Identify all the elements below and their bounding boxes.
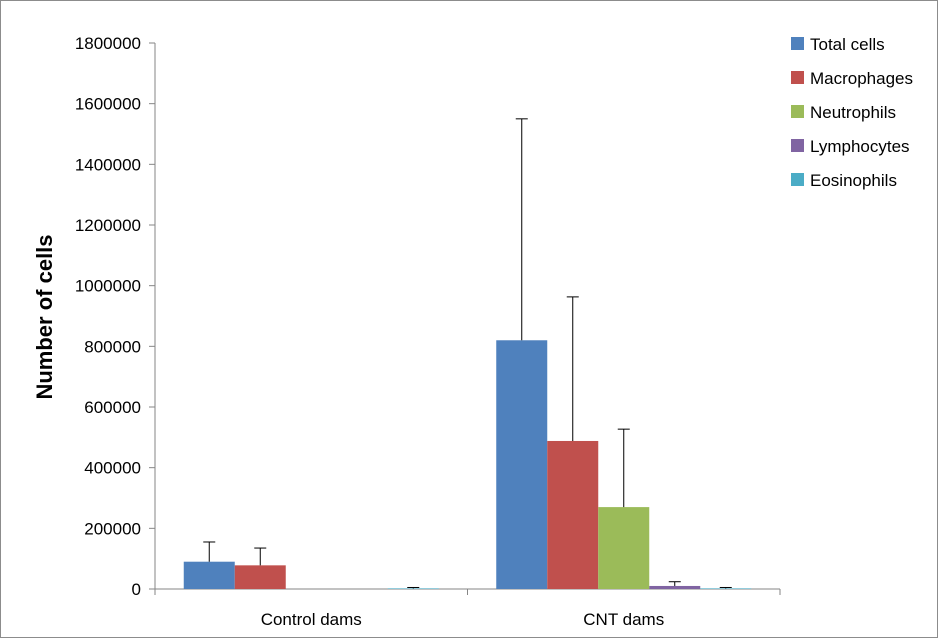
y-tick-label: 200000: [84, 519, 141, 538]
legend-label: Eosinophils: [810, 171, 897, 190]
legend-label: Total cells: [810, 35, 885, 54]
y-tick-label: 1600000: [75, 95, 141, 114]
bars: [183, 340, 752, 589]
y-tick-label: 1800000: [75, 34, 141, 53]
bar: [234, 565, 286, 589]
legend: Total cells Macrophages Neutrophils Lymphoc…: [791, 35, 913, 190]
category-label: CNT dams: [583, 610, 664, 629]
legend-label: Lymphocytes: [810, 137, 910, 156]
bar: [183, 561, 235, 589]
legend-label: Macrophages: [810, 69, 913, 88]
bar: [547, 440, 599, 589]
y-tick-labels: 0 200000 400000 600000 800000 1000000 1200000 1…: [75, 34, 141, 599]
bar: [496, 340, 548, 589]
legend-swatch: [791, 173, 804, 186]
y-tick-label: 1200000: [75, 216, 141, 235]
category-labels: Control dams CNT dams: [261, 610, 665, 629]
y-tick-label: 1000000: [75, 277, 141, 296]
legend-swatch: [791, 105, 804, 118]
legend-swatch: [791, 37, 804, 50]
error-bars: [203, 118, 732, 589]
bar: [598, 507, 650, 589]
bar: [700, 588, 752, 589]
y-tick-label: 600000: [84, 398, 141, 417]
legend-label: Neutrophils: [810, 103, 896, 122]
y-tick-label: 0: [132, 580, 141, 599]
y-tick-label: 800000: [84, 337, 141, 356]
bar: [649, 585, 701, 589]
axes: [149, 42, 781, 595]
legend-swatch: [791, 139, 804, 152]
y-tick-label: 1400000: [75, 155, 141, 174]
bar: [387, 588, 439, 589]
y-axis-label: Number of cells: [32, 234, 57, 399]
category-label: Control dams: [261, 610, 362, 629]
legend-swatch: [791, 71, 804, 84]
y-tick-label: 400000: [84, 459, 141, 478]
